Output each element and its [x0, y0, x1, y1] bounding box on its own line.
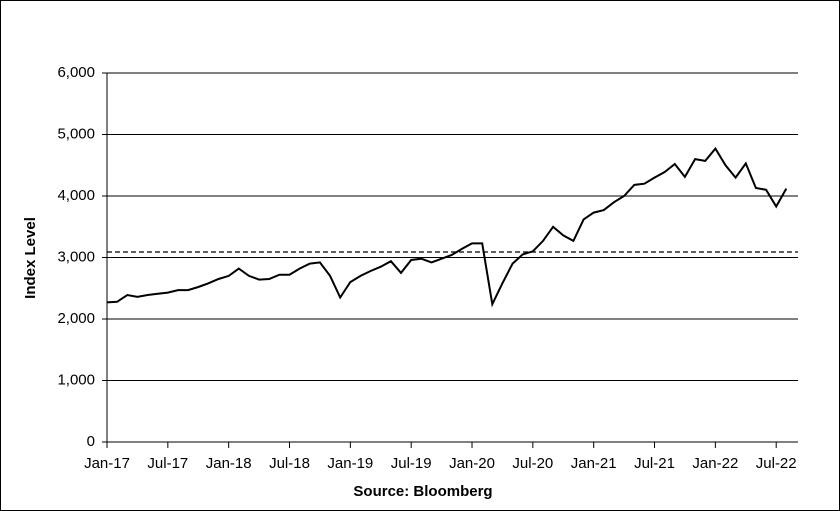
x-tick-label: Jan-17: [84, 455, 130, 472]
y-tick-label: 4,000: [57, 187, 95, 204]
x-tick-label: Jan-19: [327, 455, 373, 472]
y-tick-label: 2,000: [57, 310, 95, 327]
x-tick-label: Jan-21: [571, 455, 617, 472]
x-tick-label: Jan-18: [206, 455, 252, 472]
x-axis-title: Source: Bloomberg: [353, 483, 492, 500]
y-axis-title: Index Level: [22, 217, 39, 299]
x-tick-label: Jan-20: [449, 455, 495, 472]
y-tick-label: 6,000: [57, 64, 95, 81]
x-tick-label: Jul-20: [512, 455, 553, 472]
y-tick-label: 1,000: [57, 371, 95, 388]
x-tick-label: Jan-22: [692, 455, 738, 472]
x-tick-label: Jul-18: [269, 455, 310, 472]
x-tick-label: Jul-21: [634, 455, 675, 472]
y-tick-label: 3,000: [57, 248, 95, 265]
x-tick-label: Jul-22: [756, 455, 797, 472]
y-tick-label: 0: [87, 433, 95, 450]
series-line: [106, 146, 788, 308]
x-tick-label: Jul-19: [391, 455, 432, 472]
y-tick-label: 5,000: [57, 125, 95, 142]
x-tick-label: Jul-17: [147, 455, 188, 472]
